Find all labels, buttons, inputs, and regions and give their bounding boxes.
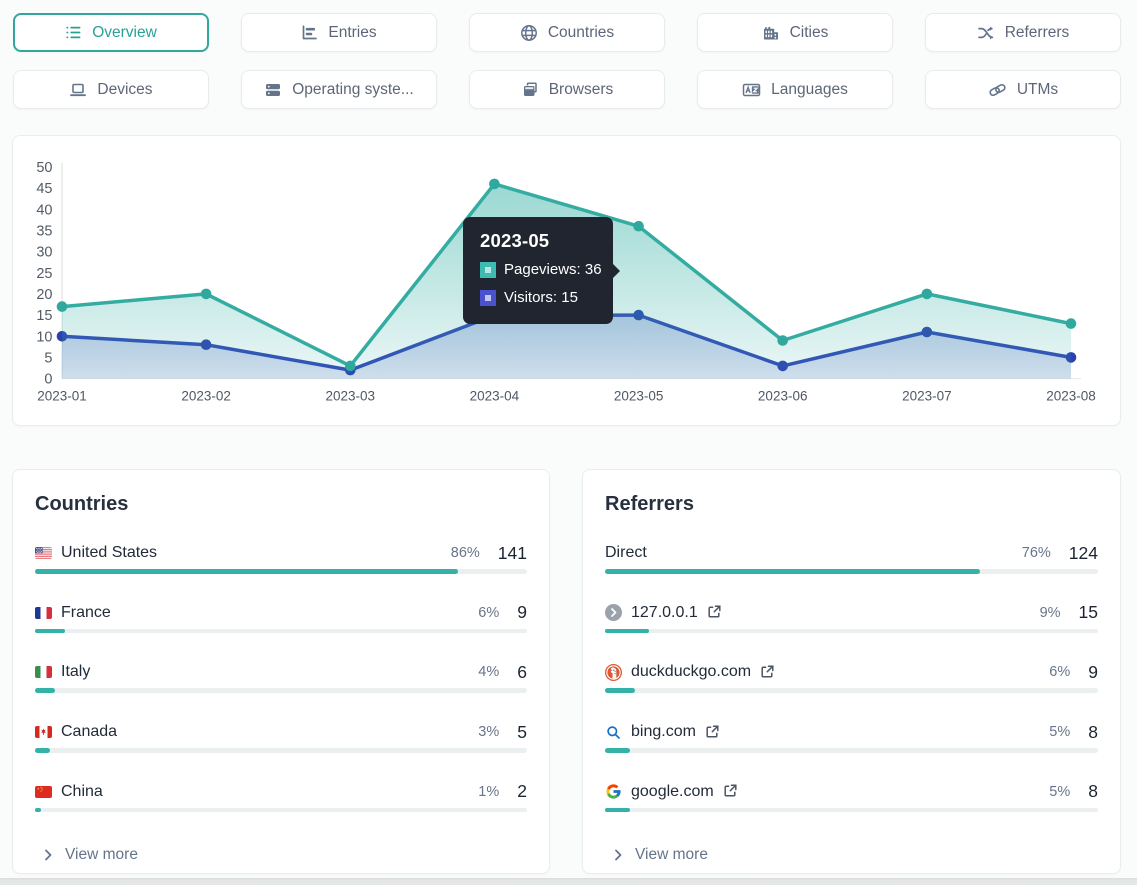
svg-text:2023-06: 2023-06 xyxy=(758,389,808,404)
svg-text:25: 25 xyxy=(36,266,52,282)
svg-text:2023-04: 2023-04 xyxy=(470,389,520,404)
svg-text:30: 30 xyxy=(36,245,52,261)
svg-text:2023-01: 2023-01 xyxy=(37,389,87,404)
svg-text:2023-08: 2023-08 xyxy=(1046,389,1096,404)
svg-text:0: 0 xyxy=(44,372,52,388)
svg-text:2023-05: 2023-05 xyxy=(614,389,664,404)
svg-text:10: 10 xyxy=(36,329,52,345)
svg-text:2023-03: 2023-03 xyxy=(326,389,376,404)
svg-text:35: 35 xyxy=(36,224,52,240)
svg-text:2023-02: 2023-02 xyxy=(181,389,231,404)
svg-text:2023-07: 2023-07 xyxy=(902,389,952,404)
svg-text:45: 45 xyxy=(36,181,52,197)
svg-text:15: 15 xyxy=(36,308,52,324)
svg-text:40: 40 xyxy=(36,202,52,218)
svg-text:20: 20 xyxy=(36,287,52,303)
svg-text:50: 50 xyxy=(36,160,52,176)
svg-text:5: 5 xyxy=(44,351,52,367)
